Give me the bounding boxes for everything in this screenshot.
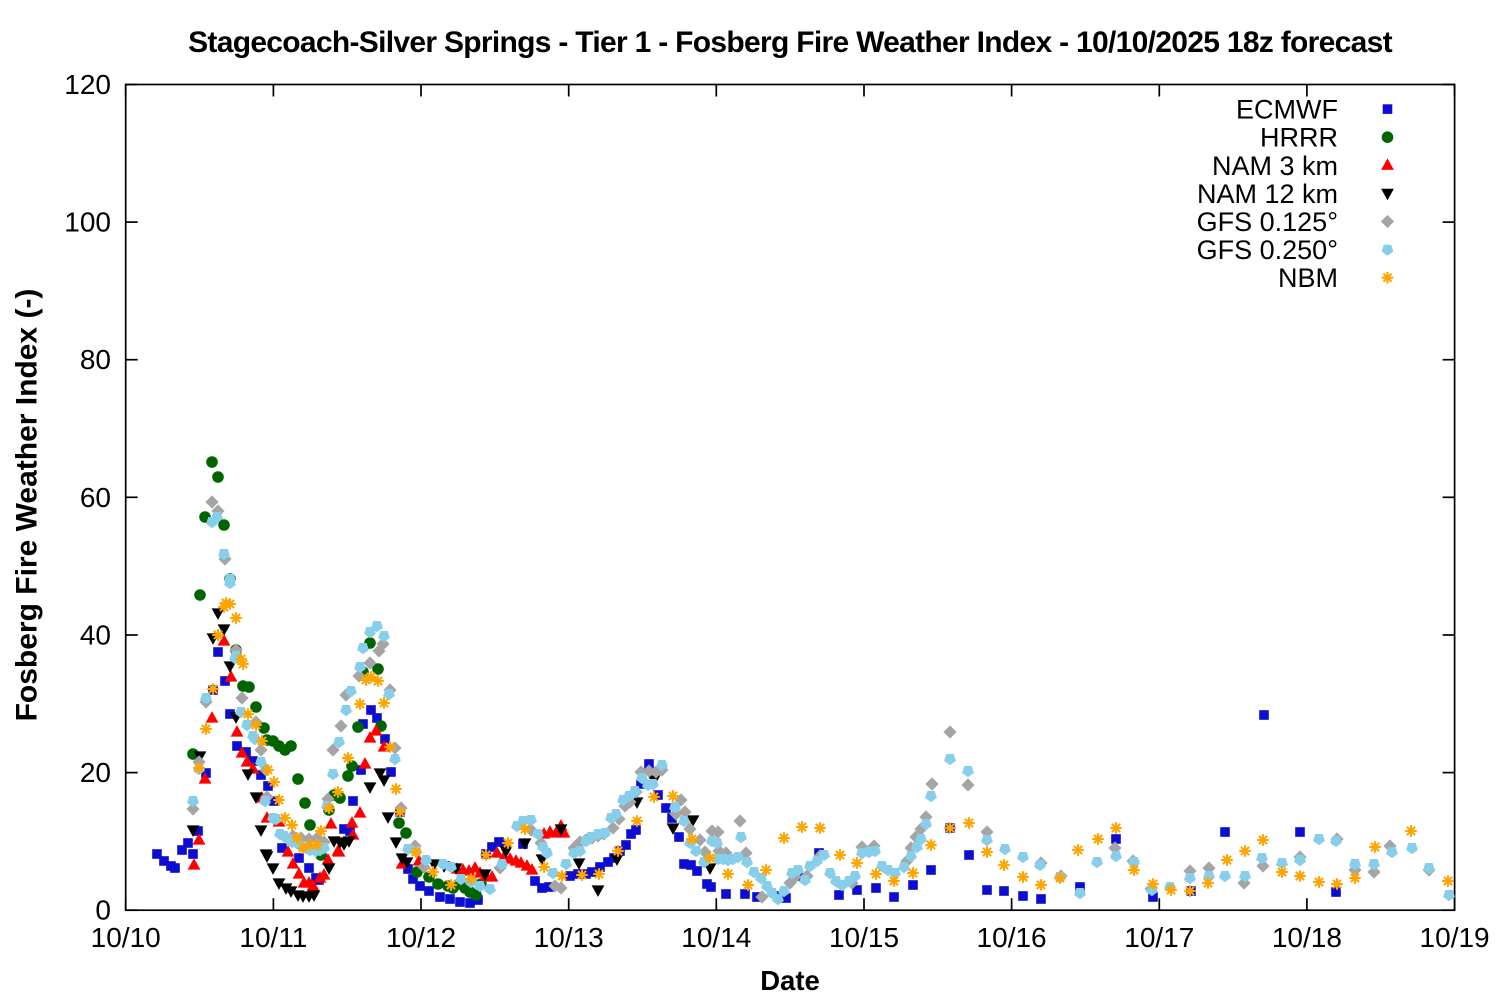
svg-text:10/15: 10/15 xyxy=(829,922,899,953)
svg-text:10/17: 10/17 xyxy=(1124,922,1194,953)
svg-text:10/14: 10/14 xyxy=(681,922,751,953)
svg-text:60: 60 xyxy=(80,482,111,513)
svg-text:ECMWF: ECMWF xyxy=(1236,95,1338,125)
svg-text:10/13: 10/13 xyxy=(534,922,604,953)
svg-text:0: 0 xyxy=(95,895,111,926)
svg-text:NAM 12 km: NAM 12 km xyxy=(1197,179,1338,209)
svg-text:10/10: 10/10 xyxy=(91,922,161,953)
svg-text:100: 100 xyxy=(64,207,111,238)
svg-text:10/12: 10/12 xyxy=(386,922,456,953)
svg-text:10/18: 10/18 xyxy=(1272,922,1342,953)
svg-text:NBM: NBM xyxy=(1278,263,1338,293)
svg-text:10/16: 10/16 xyxy=(977,922,1047,953)
svg-text:Stagecoach-Silver Springs - Ti: Stagecoach-Silver Springs - Tier 1 - Fos… xyxy=(188,26,1392,59)
svg-text:20: 20 xyxy=(80,757,111,788)
svg-text:40: 40 xyxy=(80,620,111,651)
svg-text:10/11: 10/11 xyxy=(239,922,307,953)
svg-text:120: 120 xyxy=(64,69,111,100)
svg-text:GFS 0.250°: GFS 0.250° xyxy=(1197,235,1338,265)
svg-text:Date: Date xyxy=(760,965,820,996)
svg-text:HRRR: HRRR xyxy=(1260,123,1338,153)
svg-text:NAM 3 km: NAM 3 km xyxy=(1212,151,1338,181)
svg-text:10/19: 10/19 xyxy=(1420,922,1490,953)
svg-text:80: 80 xyxy=(80,344,111,375)
svg-text:Fosberg Fire Weather Index (-): Fosberg Fire Weather Index (-) xyxy=(11,289,44,722)
svg-text:GFS 0.125°: GFS 0.125° xyxy=(1197,207,1338,237)
